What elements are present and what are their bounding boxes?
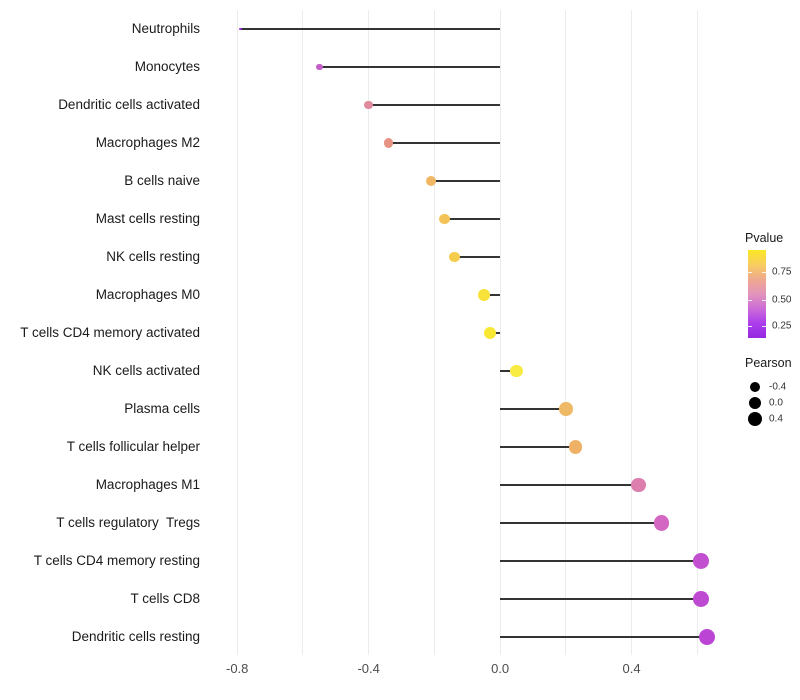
- gradient-tick-mark: [762, 325, 766, 327]
- data-point: [699, 629, 716, 645]
- stem-line: [500, 522, 662, 524]
- pvalue-tick-label: 0.75: [772, 266, 792, 278]
- data-point: [438, 213, 450, 225]
- pvalue-color-legend: Pvalue 0.75 0.50 0.25: [745, 231, 791, 338]
- data-point: [510, 364, 523, 378]
- stem-line: [500, 446, 576, 448]
- category-label: B cells naive: [124, 173, 200, 188]
- category-label: NK cells resting: [106, 249, 200, 264]
- category-label: Macrophages M1: [95, 477, 200, 492]
- gridline: [631, 10, 633, 655]
- data-point: [559, 402, 573, 416]
- stem-line: [500, 370, 517, 372]
- gradient-tick-mark: [748, 300, 752, 302]
- gradient-tick-mark: [748, 325, 752, 327]
- category-label: T cells CD8: [130, 591, 200, 606]
- stem-line: [444, 218, 501, 220]
- gradient-tick-mark: [748, 272, 752, 273]
- category-label: T cells CD4 memory resting: [33, 553, 200, 568]
- category-label: T cells follicular helper: [66, 439, 200, 454]
- category-label: Macrophages M2: [95, 135, 200, 150]
- pvalue-legend-title: Pvalue: [745, 231, 784, 245]
- data-point: [364, 100, 373, 110]
- pvalue-tick-label: 0.50: [772, 294, 792, 306]
- x-axis-tick-label: 0.4: [622, 661, 641, 676]
- data-point: [448, 251, 460, 263]
- stem-line: [240, 28, 501, 30]
- data-point: [568, 440, 583, 454]
- x-axis-tick-label: -0.8: [226, 661, 249, 676]
- stem-line: [500, 484, 639, 486]
- gridline: [696, 10, 698, 655]
- category-label: Neutrophils: [131, 21, 200, 36]
- gridline: [565, 10, 567, 655]
- category-label: T cells regulatory Tregs: [56, 515, 200, 530]
- gridline: [236, 10, 238, 655]
- category-label: Dendritic cells resting: [71, 629, 200, 644]
- stem-line: [500, 598, 701, 600]
- stem-line: [500, 636, 708, 638]
- category-label: NK cells activated: [92, 363, 200, 378]
- data-point: [383, 138, 393, 148]
- stem-line: [500, 408, 566, 410]
- category-label: Monocytes: [134, 59, 200, 74]
- stem-line: [368, 104, 501, 106]
- stem-line: [454, 256, 501, 258]
- x-axis-tick-label: 0.0: [491, 661, 510, 676]
- pearson-size-dot: [750, 382, 760, 392]
- data-point: [315, 63, 323, 71]
- gridline: [499, 10, 501, 655]
- stem-line: [431, 180, 501, 182]
- pearson-size-legend: Pearson -0.4 0.0 0.4: [745, 356, 792, 426]
- gridline: [368, 10, 370, 655]
- data-point: [239, 27, 242, 31]
- pearson-size-label: -0.4: [769, 381, 787, 393]
- data-point: [425, 175, 437, 187]
- stem-line: [319, 66, 501, 68]
- stem-line: [500, 560, 701, 562]
- pvalue-gradient-bar: [748, 250, 766, 338]
- gradient-tick-mark: [762, 272, 766, 273]
- x-axis-tick-label: -0.4: [357, 661, 380, 676]
- stem-line: [388, 142, 501, 144]
- data-point: [477, 289, 490, 301]
- data-point: [630, 477, 646, 493]
- pvalue-tick-label: 0.25: [772, 320, 792, 332]
- pearson-size-label: 0.4: [769, 413, 783, 425]
- pearson-size-dot: [748, 412, 762, 426]
- category-label: Plasma cells: [124, 401, 200, 416]
- gridline: [302, 10, 304, 655]
- data-point: [484, 327, 497, 339]
- stem-line: [483, 294, 501, 296]
- gridline: [433, 10, 435, 655]
- data-point: [692, 553, 709, 569]
- category-label: T cells CD4 memory activated: [20, 325, 200, 340]
- gradient-tick-mark: [762, 300, 766, 302]
- pearson-size-dot: [749, 397, 761, 409]
- data-point: [692, 591, 709, 607]
- category-label: Macrophages M0: [95, 287, 200, 302]
- data-point: [653, 515, 669, 531]
- category-label: Mast cells resting: [95, 211, 200, 226]
- category-label: Dendritic cells activated: [58, 97, 200, 112]
- pearson-legend-title: Pearson: [745, 356, 792, 370]
- pearson-size-label: 0.0: [769, 397, 783, 409]
